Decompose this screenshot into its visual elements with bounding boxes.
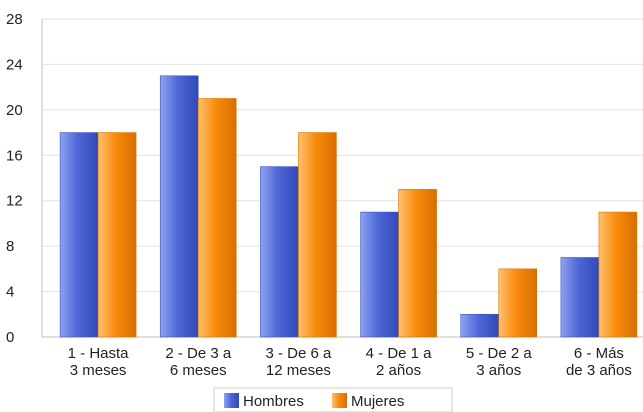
- bar-mujeres-4: [398, 189, 437, 338]
- bar-mujeres-1: [97, 132, 137, 338]
- y-tick-label: 24: [6, 56, 23, 73]
- bar-hombres-3: [260, 166, 299, 338]
- legend-label-hombres: Hombres: [243, 393, 304, 410]
- y-tick-label: 8: [6, 238, 14, 255]
- bar-hombres-1: [59, 132, 99, 338]
- y-tick-label: 4: [6, 284, 14, 301]
- legend-swatch-mujeres: [332, 393, 347, 408]
- x-tick-label: 3 meses: [70, 362, 127, 379]
- bar-hombres-5: [460, 313, 500, 338]
- x-tick-label: de 3 años: [566, 362, 632, 379]
- gridlines: [42, 18, 643, 338]
- bar-hombres-4: [360, 211, 399, 338]
- x-tick-label: 3 - De 6 a: [265, 345, 332, 362]
- y-tick-label: 20: [6, 102, 23, 119]
- x-tick-label: 1 - Hasta: [68, 345, 130, 362]
- legend: Hombres Mujeres: [213, 387, 453, 412]
- legend-swatch-hombres: [224, 393, 239, 408]
- bar-mujeres-3: [298, 132, 337, 338]
- y-tick-label: 16: [6, 147, 23, 164]
- x-tick-label: 6 meses: [170, 362, 227, 379]
- bar-mujeres-6: [598, 211, 638, 338]
- bars: [59, 75, 638, 338]
- y-tick-label: 28: [6, 11, 23, 28]
- bar-mujeres-5: [498, 268, 538, 338]
- bar-hombres-2: [159, 75, 199, 338]
- x-tick-label: 12 meses: [266, 362, 331, 379]
- bar-hombres-6: [560, 257, 600, 338]
- y-tick-label: 0: [6, 329, 14, 346]
- y-axis: 0 4 8 12 16 20 24 28: [6, 11, 43, 346]
- x-tick-label: 2 años: [376, 362, 421, 379]
- x-tick-label: 3 años: [476, 362, 521, 379]
- x-tick-label: 6 - Más: [574, 345, 624, 362]
- x-tick-label: 4 - De 1 a: [366, 345, 433, 362]
- x-tick-label: 5 - De 2 a: [466, 345, 533, 362]
- y-tick-label: 12: [6, 193, 23, 210]
- legend-label-mujeres: Mujeres: [351, 393, 404, 410]
- x-tick-label: 2 - De 3 a: [165, 345, 232, 362]
- bar-mujeres-2: [197, 98, 237, 338]
